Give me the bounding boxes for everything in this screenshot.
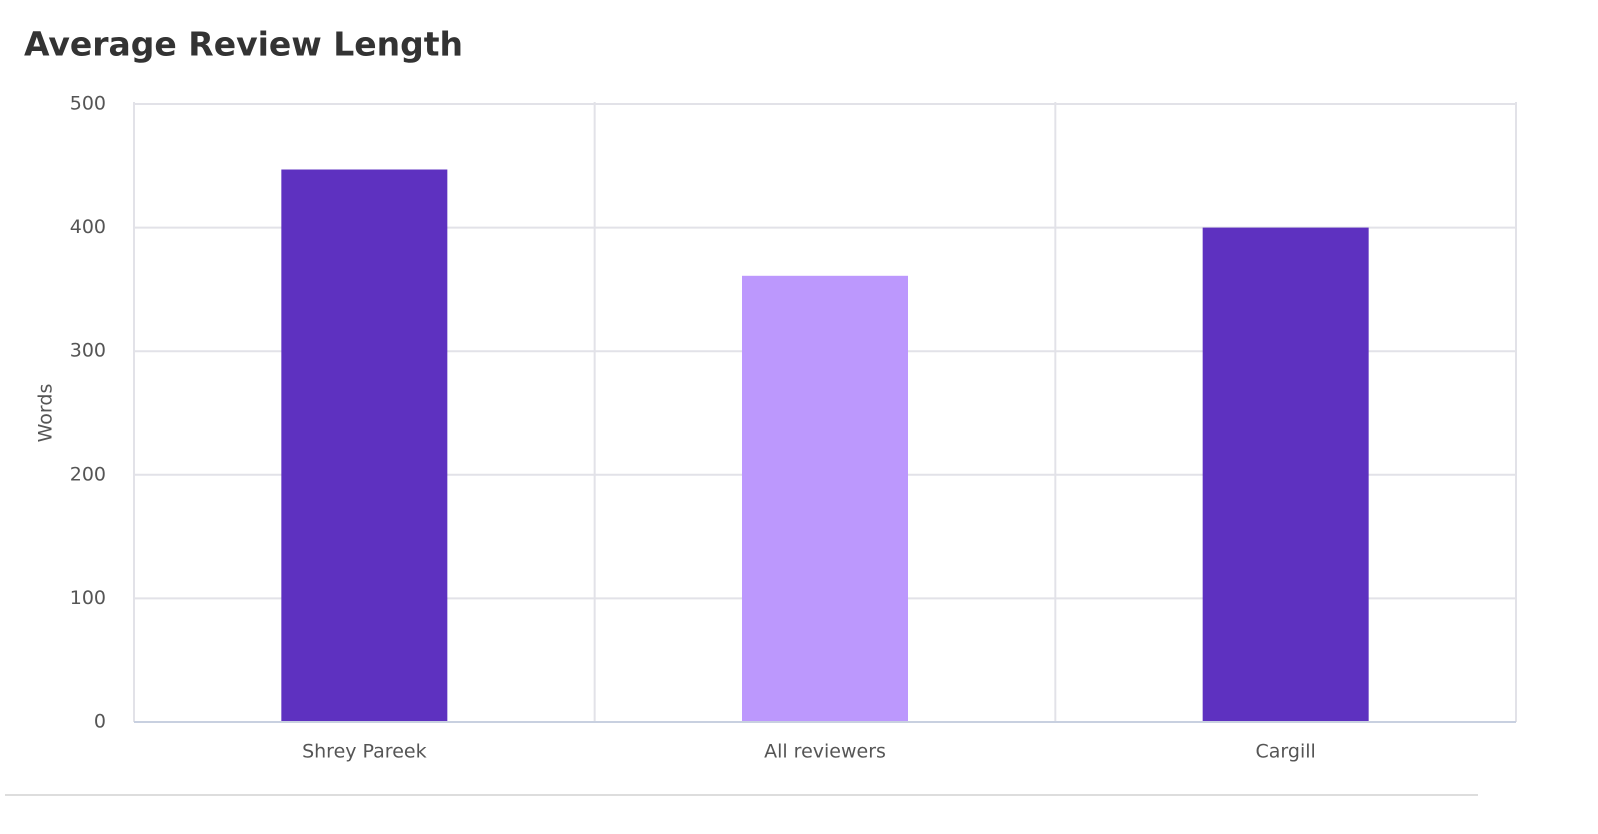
y-tick-label: 400 <box>70 216 106 238</box>
y-tick-label: 100 <box>70 587 106 609</box>
y-tick-label: 500 <box>70 93 106 115</box>
y-tick-label: 0 <box>94 711 106 733</box>
bar <box>1202 227 1369 722</box>
x-tick-label: All reviewers <box>764 741 886 763</box>
y-axis-label: Words <box>35 384 57 443</box>
bar <box>742 275 908 722</box>
y-tick-label: 300 <box>70 340 106 362</box>
x-tick-label: Shrey Pareek <box>302 741 427 763</box>
bar <box>281 169 448 722</box>
x-tick-label: Cargill <box>1256 741 1316 763</box>
y-tick-label: 200 <box>70 463 106 485</box>
chart-title: Average Review Length <box>24 25 463 64</box>
